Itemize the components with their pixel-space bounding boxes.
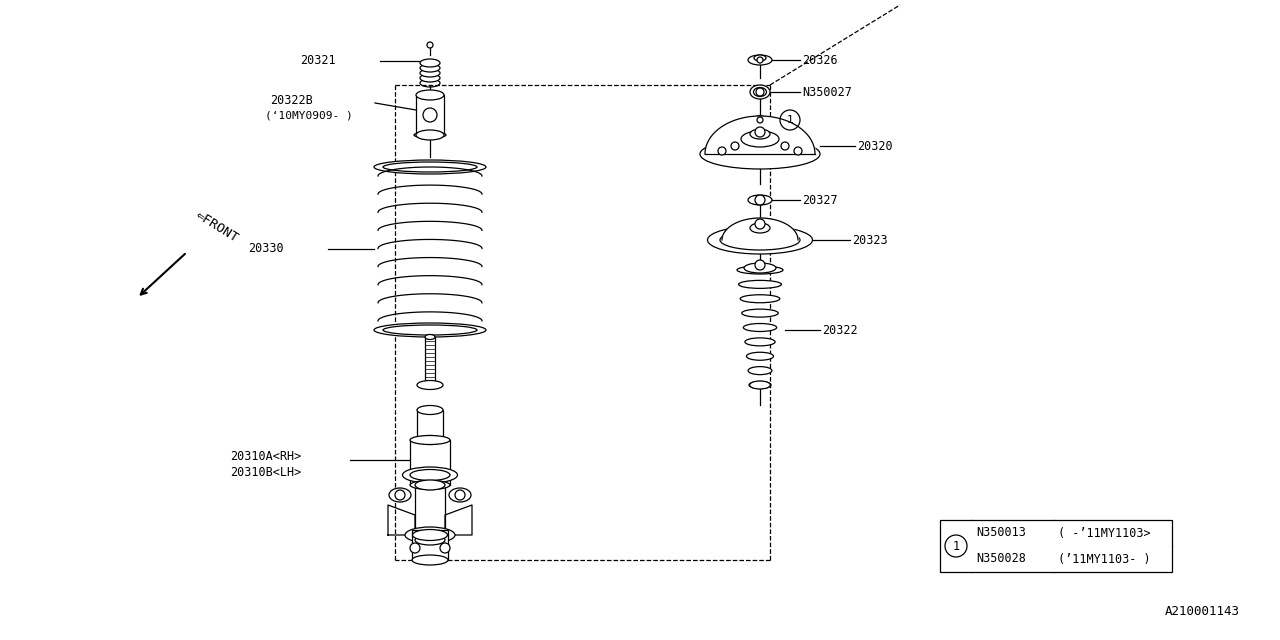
Ellipse shape xyxy=(415,535,445,545)
Ellipse shape xyxy=(417,381,443,390)
Circle shape xyxy=(756,382,763,388)
Circle shape xyxy=(410,543,420,553)
Ellipse shape xyxy=(383,325,477,335)
Text: N350027: N350027 xyxy=(803,86,852,99)
Ellipse shape xyxy=(417,435,443,445)
Ellipse shape xyxy=(754,88,767,97)
Text: (’11MY1103- ): (’11MY1103- ) xyxy=(1059,552,1151,566)
Text: N350028: N350028 xyxy=(977,552,1025,566)
Circle shape xyxy=(945,535,966,557)
Text: N350013: N350013 xyxy=(977,527,1025,540)
Text: ⇐FRONT: ⇐FRONT xyxy=(193,209,241,245)
Ellipse shape xyxy=(412,555,448,565)
Ellipse shape xyxy=(741,309,778,317)
Circle shape xyxy=(756,117,763,123)
Text: 20320: 20320 xyxy=(858,140,892,152)
Ellipse shape xyxy=(420,79,440,87)
Ellipse shape xyxy=(420,69,440,77)
Text: 20322B: 20322B xyxy=(270,93,312,106)
Ellipse shape xyxy=(750,381,771,389)
Ellipse shape xyxy=(420,64,440,72)
Ellipse shape xyxy=(415,480,445,490)
Text: 20326: 20326 xyxy=(803,54,837,67)
Ellipse shape xyxy=(410,481,451,490)
Bar xyxy=(425,337,435,385)
Circle shape xyxy=(755,260,765,270)
Text: 20322: 20322 xyxy=(822,323,858,337)
Text: 20310B<LH>: 20310B<LH> xyxy=(230,465,301,479)
Bar xyxy=(415,485,445,540)
Circle shape xyxy=(428,42,433,48)
Ellipse shape xyxy=(410,435,451,445)
Ellipse shape xyxy=(754,115,765,125)
Ellipse shape xyxy=(741,131,780,147)
Circle shape xyxy=(396,490,404,500)
Circle shape xyxy=(756,57,763,63)
Ellipse shape xyxy=(389,488,411,502)
Bar xyxy=(416,95,444,135)
Circle shape xyxy=(755,127,765,137)
Bar xyxy=(940,520,1172,572)
Ellipse shape xyxy=(746,352,773,360)
Ellipse shape xyxy=(404,527,454,543)
Ellipse shape xyxy=(745,338,776,346)
Ellipse shape xyxy=(412,529,448,541)
Ellipse shape xyxy=(744,263,776,273)
Ellipse shape xyxy=(374,160,486,174)
Ellipse shape xyxy=(740,295,780,303)
Bar xyxy=(412,530,448,560)
Ellipse shape xyxy=(750,85,771,99)
Ellipse shape xyxy=(425,335,435,339)
Ellipse shape xyxy=(750,129,771,139)
Text: 20321: 20321 xyxy=(300,54,335,67)
Ellipse shape xyxy=(749,381,771,388)
Ellipse shape xyxy=(420,74,440,82)
Circle shape xyxy=(718,147,726,155)
Text: 1: 1 xyxy=(787,115,794,125)
Ellipse shape xyxy=(708,226,813,254)
Ellipse shape xyxy=(416,130,444,140)
Ellipse shape xyxy=(425,383,435,387)
Bar xyxy=(410,440,451,485)
Text: A210001143: A210001143 xyxy=(1165,605,1240,618)
Circle shape xyxy=(731,142,739,150)
Ellipse shape xyxy=(748,195,772,205)
Ellipse shape xyxy=(748,367,772,374)
Circle shape xyxy=(422,108,436,122)
Text: 1: 1 xyxy=(952,540,960,552)
Circle shape xyxy=(780,110,800,130)
Circle shape xyxy=(454,490,465,500)
Circle shape xyxy=(781,142,788,150)
Circle shape xyxy=(794,147,803,155)
Circle shape xyxy=(440,543,451,553)
Text: (‘10MY0909- ): (‘10MY0909- ) xyxy=(265,111,353,121)
Ellipse shape xyxy=(374,323,486,337)
Ellipse shape xyxy=(449,488,471,502)
Text: 20327: 20327 xyxy=(803,193,837,207)
Bar xyxy=(417,410,443,440)
Ellipse shape xyxy=(719,230,800,250)
Polygon shape xyxy=(388,505,472,535)
Ellipse shape xyxy=(748,55,772,65)
Ellipse shape xyxy=(700,139,820,169)
Ellipse shape xyxy=(754,55,765,61)
Text: ( -’11MY1103>: ( -’11MY1103> xyxy=(1059,527,1151,540)
Ellipse shape xyxy=(744,323,777,332)
Circle shape xyxy=(755,195,765,205)
Circle shape xyxy=(756,88,764,96)
Text: 20330: 20330 xyxy=(248,243,284,255)
Ellipse shape xyxy=(737,266,783,274)
Ellipse shape xyxy=(410,470,451,481)
Ellipse shape xyxy=(420,59,440,67)
Ellipse shape xyxy=(739,280,781,289)
Text: 20323: 20323 xyxy=(852,234,887,246)
Circle shape xyxy=(755,219,765,229)
Text: 20310A<RH>: 20310A<RH> xyxy=(230,451,301,463)
Ellipse shape xyxy=(402,467,457,483)
Ellipse shape xyxy=(383,162,477,172)
Ellipse shape xyxy=(750,223,771,233)
Ellipse shape xyxy=(413,132,445,138)
Ellipse shape xyxy=(417,406,443,415)
Ellipse shape xyxy=(416,90,444,100)
